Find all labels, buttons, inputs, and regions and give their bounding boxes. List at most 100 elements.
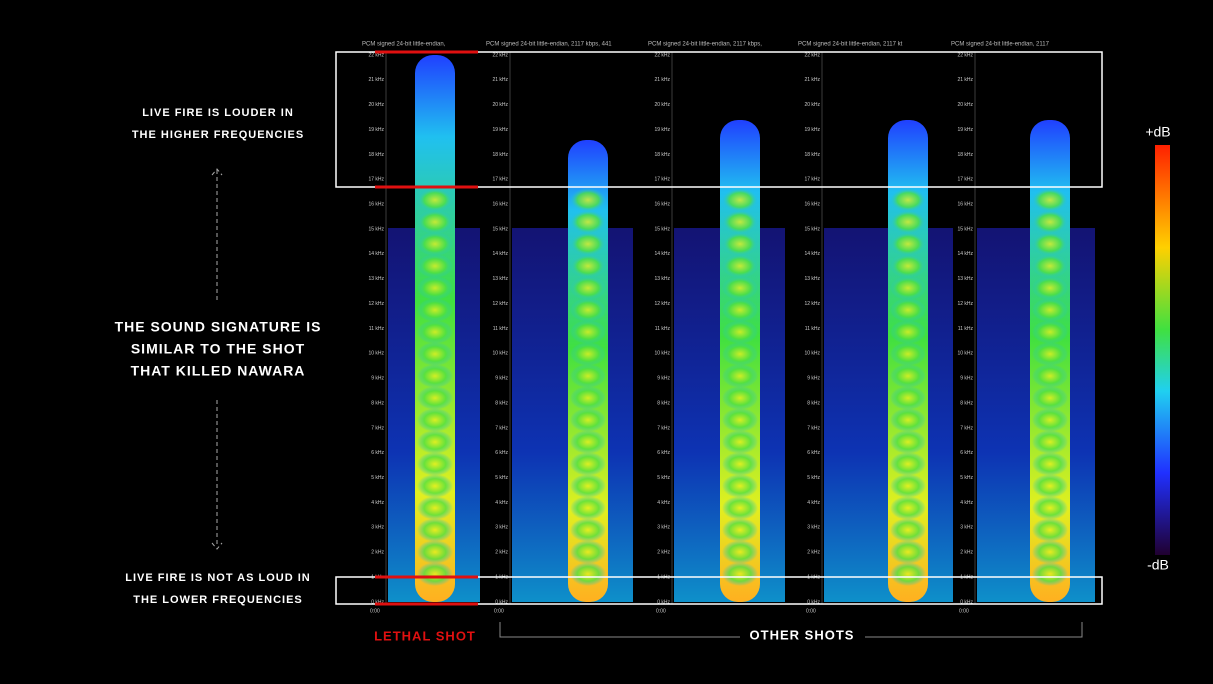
freq-label: 19 kHz <box>654 127 670 133</box>
freq-label: 8 kHz <box>960 400 973 406</box>
freq-label: 16 kHz <box>492 202 508 208</box>
lethal-label: LETHAL SHOT <box>374 628 476 643</box>
freq-label: 13 kHz <box>492 276 508 282</box>
freq-label: 17 kHz <box>804 177 820 183</box>
freq-label: 18 kHz <box>957 152 973 158</box>
panel-header: PCM signed 24-bit little-endian, 2117 kb… <box>648 42 762 48</box>
blob <box>570 188 606 212</box>
time-label: 0:00 <box>370 608 380 614</box>
blob <box>417 562 453 586</box>
freq-label: 9 kHz <box>657 376 670 382</box>
freq-label: 20 kHz <box>492 102 508 108</box>
freq-label: 5 kHz <box>657 475 670 481</box>
freq-label: 17 kHz <box>957 177 973 183</box>
freq-label: 12 kHz <box>368 301 384 307</box>
blob <box>570 342 606 366</box>
freq-label: 2 kHz <box>495 550 508 556</box>
blob <box>570 232 606 256</box>
freq-label: 10 kHz <box>368 351 384 357</box>
blob <box>417 342 453 366</box>
freq-label: 15 kHz <box>492 226 508 232</box>
freq-label: 9 kHz <box>371 376 384 382</box>
freq-label: 4 kHz <box>960 500 973 506</box>
freq-label: 14 kHz <box>957 251 973 257</box>
blob <box>890 540 926 564</box>
freq-label: 21 kHz <box>804 77 820 83</box>
freq-label: 21 kHz <box>957 77 973 83</box>
freq-label: 14 kHz <box>804 251 820 257</box>
freq-label: 17 kHz <box>368 177 384 183</box>
blob <box>417 386 453 410</box>
blob <box>722 430 758 454</box>
blob <box>570 474 606 498</box>
blob <box>570 518 606 542</box>
blob <box>890 430 926 454</box>
blob <box>1032 320 1068 344</box>
blob <box>570 386 606 410</box>
blob <box>890 408 926 432</box>
freq-label: 6 kHz <box>371 450 384 456</box>
spectrograms: PCM signed 24-bit little-endian,0:000 kH… <box>362 42 1095 615</box>
blob <box>722 562 758 586</box>
blob <box>722 452 758 476</box>
blob <box>417 518 453 542</box>
blob <box>890 386 926 410</box>
blob <box>722 320 758 344</box>
blob <box>890 342 926 366</box>
freq-label: 7 kHz <box>371 425 384 431</box>
colorbar-top: +dB <box>1145 124 1170 140</box>
annotation-line: THE HIGHER FREQUENCIES <box>132 129 304 141</box>
freq-label: 12 kHz <box>957 301 973 307</box>
annotation-line: THE SOUND SIGNATURE IS <box>115 319 322 335</box>
freq-label: 6 kHz <box>807 450 820 456</box>
blob <box>570 254 606 278</box>
freq-label: 13 kHz <box>654 276 670 282</box>
panel-header: PCM signed 24-bit little-endian, 2117 kt <box>798 42 903 48</box>
time-label: 0:00 <box>806 608 816 614</box>
blob <box>417 232 453 256</box>
arrows <box>212 169 222 549</box>
blob <box>890 210 926 234</box>
freq-label: 14 kHz <box>654 251 670 257</box>
blob <box>890 232 926 256</box>
blob <box>890 364 926 388</box>
blob <box>417 320 453 344</box>
freq-label: 22 kHz <box>957 52 973 58</box>
freq-label: 17 kHz <box>492 177 508 183</box>
blob <box>417 474 453 498</box>
blob <box>722 386 758 410</box>
freq-label: 16 kHz <box>654 202 670 208</box>
freq-label: 20 kHz <box>654 102 670 108</box>
freq-label: 7 kHz <box>657 425 670 431</box>
freq-label: 9 kHz <box>807 376 820 382</box>
blob <box>890 298 926 322</box>
freq-label: 7 kHz <box>495 425 508 431</box>
freq-label: 13 kHz <box>804 276 820 282</box>
freq-label: 16 kHz <box>368 202 384 208</box>
freq-label: 18 kHz <box>368 152 384 158</box>
blob <box>722 276 758 300</box>
freq-label: 11 kHz <box>369 326 385 332</box>
blob <box>1032 364 1068 388</box>
freq-label: 18 kHz <box>654 152 670 158</box>
annotation-line: SIMILAR TO THE SHOT <box>131 341 305 357</box>
blob <box>417 188 453 212</box>
blob <box>417 254 453 278</box>
freq-label: 14 kHz <box>492 251 508 257</box>
blob <box>722 342 758 366</box>
freq-label: 21 kHz <box>654 77 670 83</box>
freq-label: 13 kHz <box>957 276 973 282</box>
blob <box>722 254 758 278</box>
blob <box>417 276 453 300</box>
freq-label: 19 kHz <box>368 127 384 133</box>
annotation-line: THAT KILLED NAWARA <box>131 363 306 379</box>
freq-label: 14 kHz <box>368 251 384 257</box>
freq-label: 6 kHz <box>960 450 973 456</box>
freq-label: 15 kHz <box>804 226 820 232</box>
freq-label: 19 kHz <box>804 127 820 133</box>
freq-label: 8 kHz <box>371 400 384 406</box>
blob <box>1032 342 1068 366</box>
freq-label: 22 kHz <box>804 52 820 58</box>
freq-label: 21 kHz <box>368 77 384 83</box>
freq-label: 11 kHz <box>958 326 974 332</box>
